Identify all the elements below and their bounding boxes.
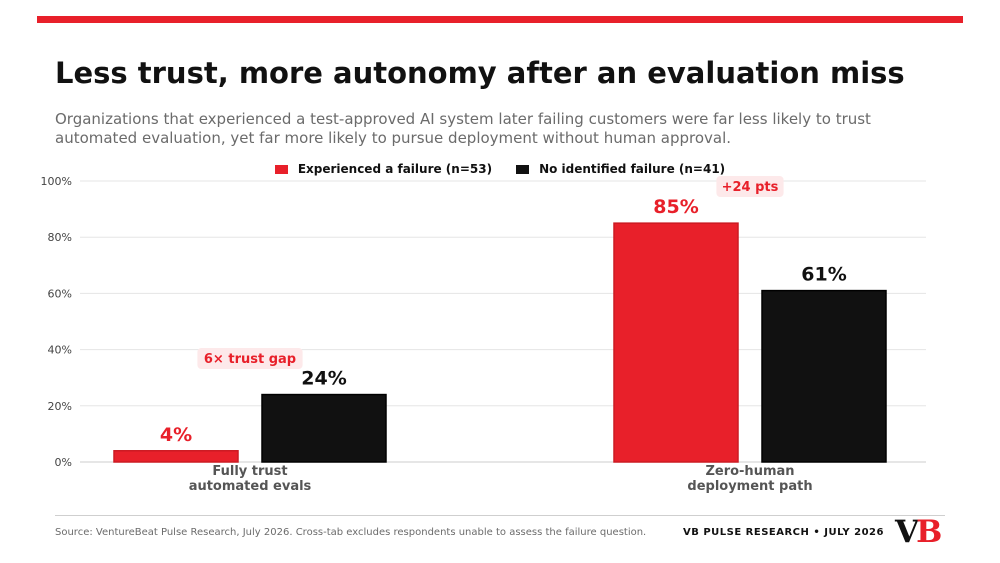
category-label: Zero-human [705, 464, 794, 479]
bar-value-label: 24% [301, 368, 346, 390]
legend-item-no-failure: No identified failure (n=41) [516, 162, 725, 176]
y-tick-label: 0% [55, 456, 72, 469]
legend-swatch-failure [274, 164, 288, 174]
category-label: Fully trust [212, 464, 287, 479]
annotation-label: +24 pts [722, 180, 779, 195]
y-tick-label: 60% [48, 287, 72, 300]
legend-item-failure: Experienced a failure (n=53) [274, 162, 493, 176]
top-accent-bar [37, 16, 963, 23]
y-tick-label: 40% [48, 344, 72, 357]
bar [113, 450, 239, 463]
y-tick-label: 100% [41, 175, 72, 188]
chart-legend: Experienced a failure (n=53) No identifi… [0, 162, 1000, 176]
bar-value-label: 61% [801, 264, 846, 286]
y-tick-label: 20% [48, 400, 72, 413]
bar [261, 393, 387, 463]
y-tick-label: 80% [48, 231, 72, 244]
footer-brand: VB PULSE RESEARCH • JULY 2026 [683, 527, 884, 538]
legend-label-failure: Experienced a failure (n=53) [297, 162, 493, 176]
page-title: Less trust, more autonomy after an evalu… [55, 56, 905, 90]
logo-letter-b: B [916, 514, 942, 550]
legend-label-no-failure: No identified failure (n=41) [539, 162, 726, 176]
footer-divider [55, 515, 945, 516]
bar [613, 222, 739, 463]
annotation-label: 6× trust gap [204, 352, 296, 367]
bar [761, 289, 887, 463]
bar-value-label: 85% [653, 196, 698, 218]
footer-source: Source: VentureBeat Pulse Research, July… [55, 527, 647, 538]
vb-logo: VB [895, 514, 942, 550]
page-subtitle: Organizations that experienced a test-ap… [55, 110, 871, 147]
category-label: automated evals [189, 479, 312, 494]
annotation-badge [716, 176, 784, 197]
annotation-badge [197, 348, 303, 369]
logo-letter-v: V [895, 514, 919, 550]
bar-value-label: 4% [160, 424, 192, 446]
category-label: deployment path [687, 479, 812, 494]
legend-swatch-no-failure [516, 164, 530, 174]
